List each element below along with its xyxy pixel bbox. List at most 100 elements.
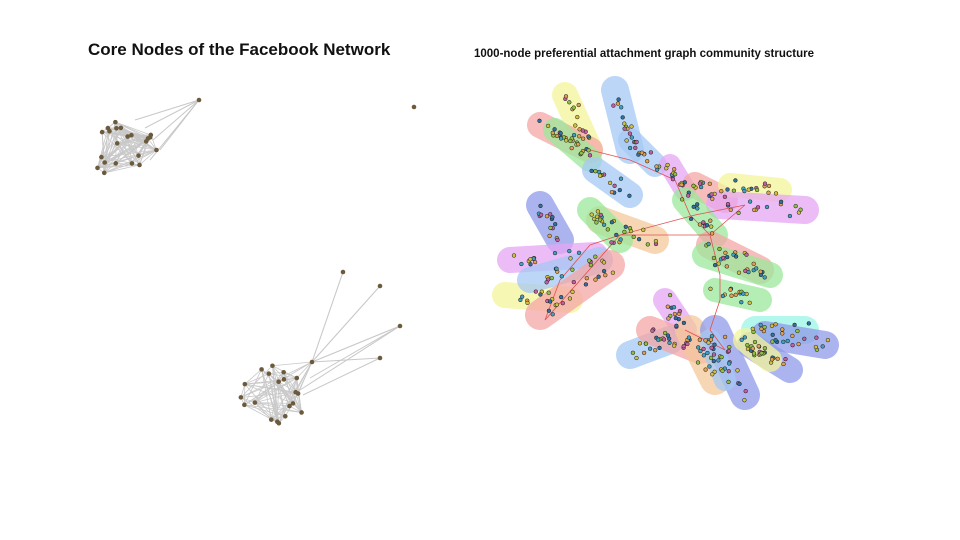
graph-edge <box>629 159 676 181</box>
graph-node <box>550 130 555 136</box>
graph-node <box>650 328 655 333</box>
graph-edge <box>134 99 200 121</box>
graph-node <box>554 266 559 271</box>
graph-node <box>268 417 274 422</box>
graph-node <box>601 260 607 265</box>
graph-node <box>290 401 296 406</box>
graph-node <box>746 187 751 192</box>
graph-edge <box>97 127 109 169</box>
graph-node <box>708 218 713 223</box>
graph-node <box>573 123 578 128</box>
graph-node <box>665 304 670 309</box>
graph-node <box>554 133 560 139</box>
graph-node <box>720 255 726 261</box>
graph-node <box>754 187 760 193</box>
graph-node <box>679 182 684 187</box>
graph-node <box>747 300 752 305</box>
graph-node <box>726 379 731 385</box>
graph-node <box>653 238 659 244</box>
graph-node <box>636 237 642 242</box>
graph-node <box>722 334 728 340</box>
graph-node <box>629 124 634 129</box>
graph-node <box>622 126 627 131</box>
graph-node <box>781 361 786 367</box>
graph-node <box>773 191 779 196</box>
graph-node <box>546 290 551 295</box>
graph-node <box>287 403 292 409</box>
graph-node <box>728 207 733 212</box>
graph-node <box>720 293 726 299</box>
graph-node <box>589 168 594 174</box>
graph-edge <box>139 149 157 166</box>
graph-node <box>587 153 593 158</box>
graph-node <box>780 327 785 332</box>
graph-node <box>634 355 639 361</box>
graph-node <box>719 189 724 194</box>
graph-edge <box>254 373 270 403</box>
graph-node <box>377 355 383 361</box>
graph-edge <box>271 405 290 420</box>
graph-node <box>99 129 105 135</box>
graph-node <box>813 344 819 350</box>
graph-node <box>697 337 702 342</box>
graph-node <box>616 97 621 102</box>
graph-node <box>671 305 677 310</box>
graph-node <box>630 350 636 355</box>
community-hull <box>525 250 625 330</box>
graph-node <box>665 162 670 168</box>
graph-node <box>703 367 708 372</box>
graph-node <box>672 167 677 172</box>
graph-node <box>558 131 563 136</box>
graph-node <box>538 292 543 297</box>
graph-edge <box>104 122 116 163</box>
graph-node <box>538 203 543 209</box>
graph-node <box>720 368 725 373</box>
graph-node <box>688 216 694 222</box>
graph-node <box>567 248 572 254</box>
graph-node <box>622 121 627 126</box>
graph-node <box>764 204 770 210</box>
graph-node <box>107 128 112 134</box>
graph-node <box>619 105 624 110</box>
graph-node <box>518 297 523 303</box>
graph-node <box>711 352 717 357</box>
graph-node <box>737 381 742 387</box>
graph-edge <box>311 271 344 363</box>
graph-node <box>575 114 580 120</box>
graph-edge <box>709 329 726 351</box>
graph-node <box>739 337 744 342</box>
graph-node <box>270 363 275 369</box>
graph-edge <box>104 163 133 174</box>
graph-edge <box>709 204 746 236</box>
graph-edge <box>240 397 256 403</box>
graph-node <box>548 212 553 217</box>
graph-node <box>564 138 569 143</box>
graph-node <box>281 377 287 382</box>
graph-node <box>276 379 281 385</box>
graph-node <box>511 253 517 258</box>
graph-node <box>615 101 621 106</box>
graph-node <box>742 335 747 340</box>
graph-node <box>725 201 731 207</box>
graph-node <box>266 371 272 376</box>
graph-node <box>723 250 728 255</box>
graph-node <box>129 161 135 166</box>
node-layer <box>511 94 831 403</box>
node-layer <box>95 97 417 426</box>
graph-node <box>609 189 615 195</box>
graph-node <box>570 289 575 294</box>
graph-node <box>596 274 601 279</box>
graph-node <box>548 225 553 231</box>
graph-node <box>553 222 558 227</box>
graph-node <box>750 326 755 331</box>
graph-node <box>703 338 708 343</box>
graph-node <box>294 375 300 381</box>
graph-node <box>593 169 598 174</box>
graph-edge <box>240 365 273 398</box>
graph-node <box>725 187 730 192</box>
graph-node <box>790 333 795 339</box>
graph-node <box>716 261 721 266</box>
graph-node <box>587 258 592 263</box>
graph-node <box>781 339 786 344</box>
graph-node <box>710 196 715 201</box>
